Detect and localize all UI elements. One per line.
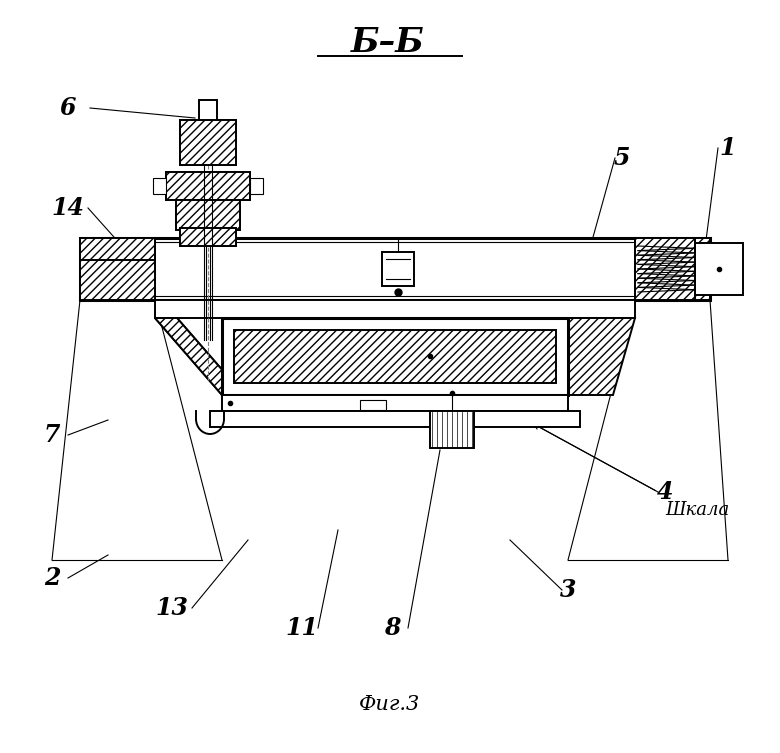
Bar xyxy=(234,330,556,383)
Bar xyxy=(222,318,568,395)
Polygon shape xyxy=(155,318,244,395)
Bar xyxy=(250,178,263,194)
Bar xyxy=(180,120,236,165)
Bar xyxy=(80,238,155,300)
Bar xyxy=(635,238,710,300)
Bar xyxy=(153,178,166,194)
Bar xyxy=(180,228,236,246)
Text: 8: 8 xyxy=(384,616,400,640)
Text: 11: 11 xyxy=(285,616,318,640)
Text: 3: 3 xyxy=(560,578,576,602)
Text: 13: 13 xyxy=(155,596,189,620)
Bar xyxy=(695,243,743,295)
Bar xyxy=(166,172,250,200)
Bar xyxy=(80,260,155,300)
Bar xyxy=(199,100,217,120)
Bar xyxy=(180,120,236,165)
Bar xyxy=(430,411,474,448)
Bar xyxy=(360,400,386,410)
Text: 6: 6 xyxy=(60,96,76,120)
Text: 5: 5 xyxy=(614,146,630,170)
Text: 1: 1 xyxy=(720,136,736,160)
Bar xyxy=(210,411,580,427)
Bar xyxy=(155,300,635,318)
Bar xyxy=(382,252,414,286)
Bar xyxy=(180,228,236,246)
Bar xyxy=(176,200,240,230)
Bar xyxy=(176,200,240,230)
Text: Шкала: Шкала xyxy=(665,501,729,519)
Bar xyxy=(222,395,568,411)
Text: Б–Б: Б–Б xyxy=(351,26,425,59)
Polygon shape xyxy=(546,318,635,395)
Text: 4: 4 xyxy=(657,480,673,504)
Text: Фиг.3: Фиг.3 xyxy=(360,696,420,715)
Text: 14: 14 xyxy=(51,196,84,220)
Text: 2: 2 xyxy=(44,566,60,590)
Text: 7: 7 xyxy=(44,423,60,447)
Polygon shape xyxy=(155,318,244,395)
Bar xyxy=(166,172,250,200)
Bar xyxy=(80,238,710,300)
